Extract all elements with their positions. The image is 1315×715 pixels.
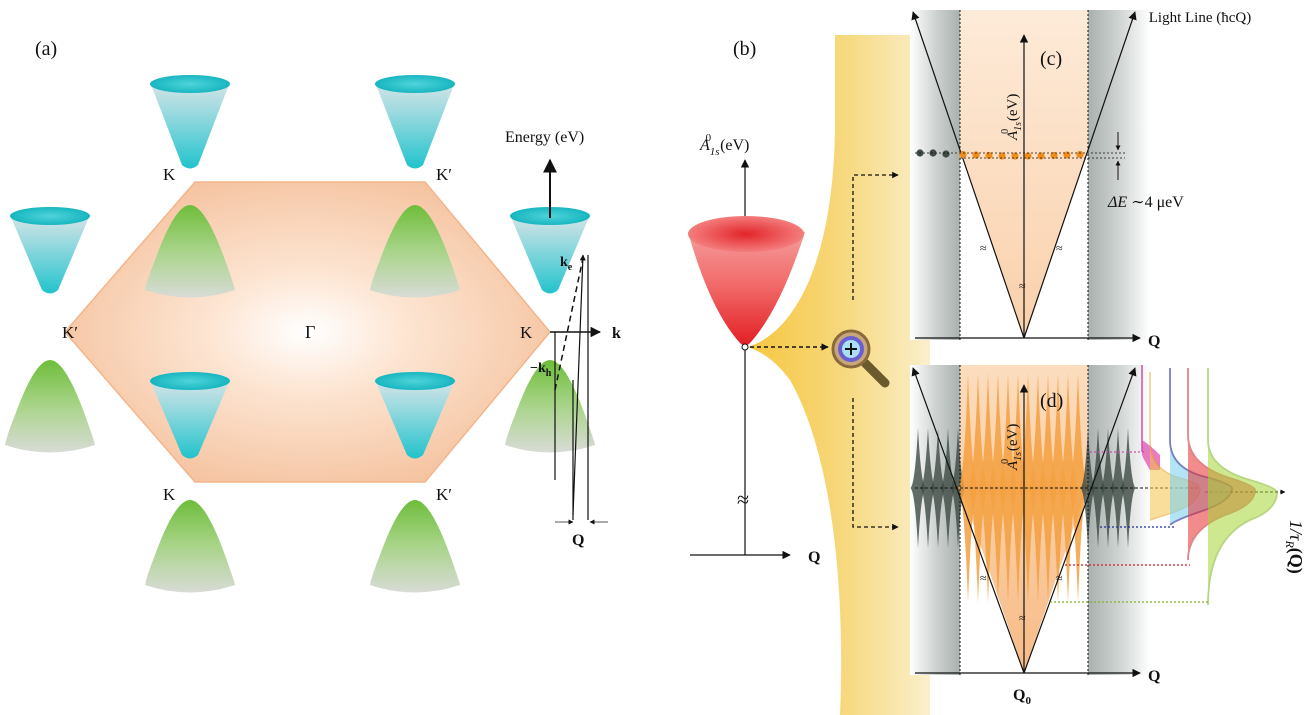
conduction-valley-bottom-left — [150, 372, 230, 459]
c-gray-left — [910, 10, 960, 340]
radiative-rate-label: 1/τR(Q) — [1283, 520, 1306, 574]
valley-label-K-top: K — [163, 165, 176, 184]
zoom-link-c — [852, 171, 899, 300]
zoom-ribbon — [748, 35, 930, 715]
valley-label-K-right: K — [520, 323, 533, 342]
valence-valley-upper-right — [370, 205, 460, 298]
panel-c-label: (c) — [1040, 48, 1062, 70]
exciton-minimum-point — [741, 343, 749, 351]
conduction-valley-top-right — [375, 75, 455, 169]
panel-a-label: (a) — [35, 38, 57, 60]
c-light-line-right — [1023, 11, 1137, 339]
conduction-valley-bottom-right — [375, 372, 455, 459]
panel-b-label: (b) — [733, 38, 756, 60]
d-light-line-left — [911, 367, 1025, 674]
d-break-right: ≈ — [1056, 571, 1063, 585]
c-gray-right — [1088, 10, 1150, 340]
d-light-line-right — [1023, 367, 1137, 674]
valence-valley-lower-right — [370, 500, 460, 593]
ke-vector — [572, 254, 586, 516]
exciton-dispersion-paraboloid — [688, 216, 805, 346]
d-q-label: Q — [1148, 668, 1160, 685]
b-q-label: Q — [808, 549, 820, 566]
light-line-label: Light Line (ħcQ) — [1149, 10, 1251, 26]
conduction-valley-left — [10, 207, 90, 294]
curve-magenta-fill — [1142, 368, 1160, 470]
kh-label: −kh — [530, 361, 552, 379]
valley-label-K-bottom: K — [163, 485, 176, 504]
c-light-line-left — [911, 11, 1025, 339]
curve-green — [1207, 368, 1278, 606]
b-energy-label: A1s0 (eV) — [699, 132, 749, 158]
b-axis-break: ≈ — [737, 487, 749, 512]
c-q-label: Q — [1148, 333, 1160, 350]
valence-valley-lower-left — [145, 500, 235, 593]
k-axis-label: k — [612, 325, 621, 342]
energy-axis-label: Energy (eV) — [505, 129, 584, 146]
valley-label-Kprime-top: K′ — [436, 165, 452, 184]
d-break-left: ≈ — [980, 571, 987, 585]
d-linewidth-curves — [1141, 365, 1278, 606]
panel-d-label: (d) — [1040, 390, 1063, 412]
gamma-point-label: Γ — [305, 322, 315, 342]
d-break-mid: ≈ — [1019, 611, 1026, 625]
panel-a: (a) — [5, 38, 621, 593]
conduction-valley-top-left — [150, 75, 230, 169]
valley-label-Kprime-left: K′ — [62, 323, 78, 342]
c-energy-label: A1s0 (eV) — [1000, 94, 1024, 141]
valley-label-Kprime-bottom: K′ — [436, 485, 452, 504]
ke-label: ke — [560, 255, 573, 273]
zoom-link-d — [852, 398, 899, 531]
c-break-mid: ≈ — [1019, 279, 1026, 293]
q-label-a: Q — [572, 532, 584, 549]
d-energy-label: A1s0 (eV) — [1000, 424, 1024, 471]
delta-e-label: ΔE ∼4 μeV — [1107, 194, 1184, 211]
d-level-guides — [1050, 451, 1210, 603]
q0-label: Q0 — [1013, 687, 1031, 707]
c-break-left: ≈ — [980, 241, 987, 255]
panel-b: (b) Q ≈ A1s0 (eV) — [688, 38, 899, 566]
panel-c: Q (c) Light Line (ħcQ) A1s0 (eV) ΔE ∼4 μ… — [910, 10, 1251, 350]
c-break-right: ≈ — [1056, 241, 1063, 255]
valence-valley-left — [5, 360, 95, 453]
kh-dashed-vector — [554, 257, 584, 391]
panel-d: Q Q0 (d) A1s0 (eV) ≈ ≈ ≈ 1/τR(Q) — [910, 365, 1306, 707]
valence-valley-upper-left — [145, 205, 235, 298]
magnifier-icon — [831, 329, 890, 388]
